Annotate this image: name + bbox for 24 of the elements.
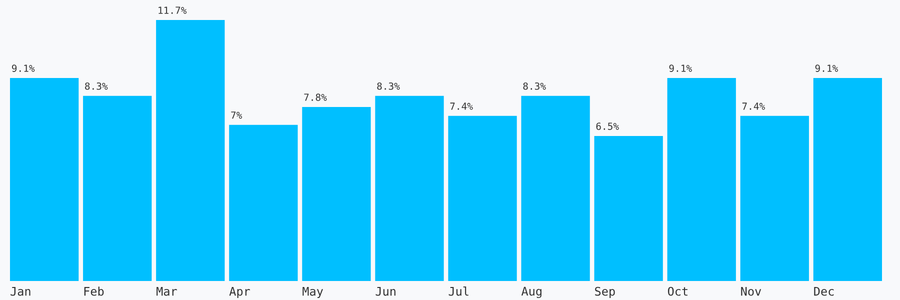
x-tick-label: Oct (668, 286, 688, 296)
x-tick-label: Jul (448, 286, 468, 296)
data-label: 11.7% (158, 6, 187, 14)
x-tick-label: Aug (521, 286, 542, 298)
data-label: 7.4% (450, 102, 473, 110)
data-label: 7.8% (304, 94, 327, 101)
x-tick-label: Dec (814, 286, 834, 296)
x-tick-label: Mar (156, 286, 177, 296)
x-tick-label: Jan (10, 286, 30, 296)
x-tick-label: May (302, 286, 323, 298)
data-label: 8.3% (523, 82, 546, 90)
data-label: 8.3% (377, 82, 400, 90)
x-tick-label: Feb (84, 286, 104, 296)
data-label: 9.1% (669, 64, 692, 72)
data-label: 9.1% (815, 64, 838, 72)
data-label: 8.3% (85, 82, 108, 90)
x-tick-label: Jun (376, 286, 396, 296)
data-label: 9.1% (12, 64, 35, 72)
x-tick-label: Sep (595, 286, 615, 298)
data-label: 7% (231, 112, 242, 119)
x-tick-label: Apr (229, 286, 250, 298)
x-tick-label: Nov (741, 286, 762, 296)
data-label: 7.4% (742, 102, 765, 110)
data-label: 6.5% (596, 122, 619, 130)
